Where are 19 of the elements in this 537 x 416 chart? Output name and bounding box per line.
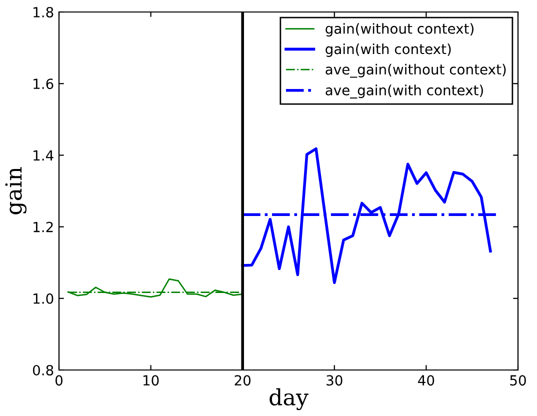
x-tick-label: 20 bbox=[234, 375, 251, 386]
y-tick-label: 1.8 bbox=[34, 6, 54, 18]
legend-label: gain(without context) bbox=[326, 23, 474, 37]
x-tick-label: 10 bbox=[143, 375, 159, 386]
line-series bbox=[241, 147, 492, 284]
legend-label: ave_gain(with context) bbox=[326, 84, 483, 98]
legend-label: gain(with context) bbox=[326, 43, 451, 57]
y-tick-label: 1.2 bbox=[34, 222, 53, 232]
legend-label: ave_gain(without context) bbox=[326, 64, 506, 78]
y-tick-label: 0.8 bbox=[32, 364, 54, 376]
x-tick-label: 50 bbox=[510, 375, 526, 386]
x-tick-label: 30 bbox=[326, 375, 342, 386]
y-tick-label: 1.0 bbox=[34, 293, 54, 304]
x-tick-label: 0 bbox=[55, 375, 62, 386]
x-tick-label: 40 bbox=[418, 375, 434, 386]
y-tick-label: 1.4 bbox=[34, 150, 54, 160]
y-axis-title: gain bbox=[5, 167, 26, 214]
y-tick-label: 1.6 bbox=[34, 78, 54, 90]
x-axis-title: day bbox=[270, 388, 308, 410]
